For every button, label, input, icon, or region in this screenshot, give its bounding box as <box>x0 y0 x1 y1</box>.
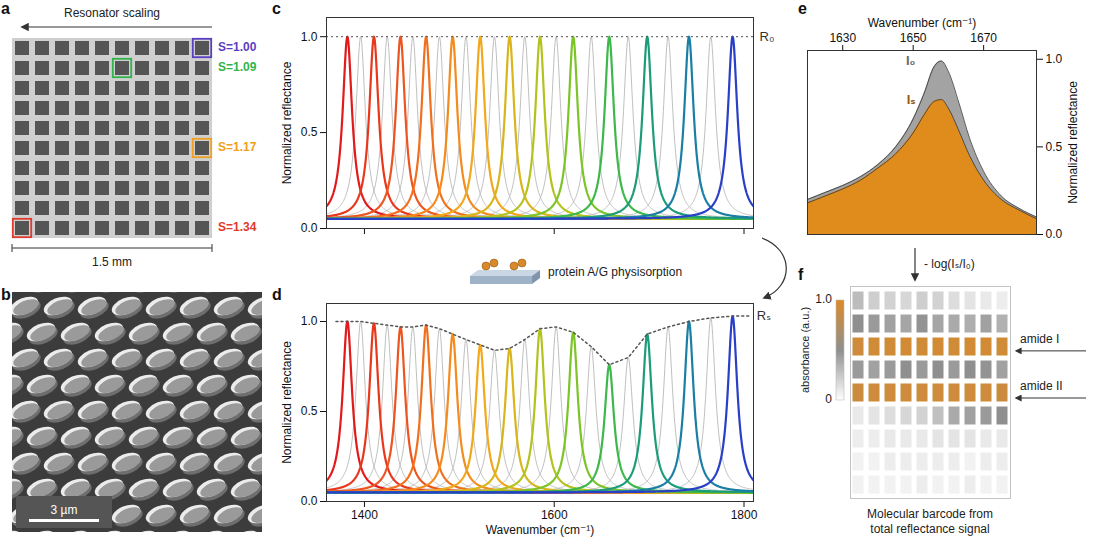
svg-text:0.0: 0.0 <box>301 221 318 235</box>
svg-text:c: c <box>272 0 281 17</box>
svg-text:S=1.09: S=1.09 <box>218 60 257 74</box>
svg-text:d: d <box>272 286 282 303</box>
svg-text:f: f <box>798 266 804 283</box>
svg-text:1670: 1670 <box>970 31 997 45</box>
svg-text:amide II: amide II <box>1020 379 1063 393</box>
svg-text:0.0: 0.0 <box>301 494 318 508</box>
svg-text:e: e <box>798 0 807 17</box>
svg-text:1.5 mm: 1.5 mm <box>92 255 132 269</box>
svg-text:S=1.34: S=1.34 <box>218 220 257 234</box>
svg-text:amide I: amide I <box>1020 332 1059 346</box>
svg-text:S=1.17: S=1.17 <box>218 140 257 154</box>
svg-text:0.5: 0.5 <box>301 125 318 139</box>
svg-text:Iₛ: Iₛ <box>907 92 916 107</box>
svg-text:absorbance (a.u.): absorbance (a.u.) <box>799 307 811 393</box>
svg-text:protein A/G physisorption: protein A/G physisorption <box>548 265 682 279</box>
svg-text:3 µm: 3 µm <box>51 503 78 517</box>
svg-text:Molecular barcode from: Molecular barcode from <box>867 507 993 521</box>
svg-text:1.0: 1.0 <box>301 314 318 328</box>
svg-text:1800: 1800 <box>731 508 758 522</box>
svg-text:S=1.00: S=1.00 <box>218 40 257 54</box>
svg-text:1400: 1400 <box>351 508 378 522</box>
svg-text:0.5: 0.5 <box>1046 140 1063 154</box>
svg-text:1650: 1650 <box>900 31 927 45</box>
svg-text:Rₛ: Rₛ <box>757 308 771 323</box>
svg-text:1600: 1600 <box>541 508 568 522</box>
svg-text:Resonator scaling: Resonator scaling <box>64 6 160 20</box>
svg-text:1.0: 1.0 <box>301 30 318 44</box>
svg-text:1630: 1630 <box>829 31 856 45</box>
svg-text:Wavenumber (cm⁻¹): Wavenumber (cm⁻¹) <box>486 523 595 537</box>
svg-text:0.0: 0.0 <box>1046 227 1063 241</box>
svg-text:0.5: 0.5 <box>301 404 318 418</box>
svg-text:0: 0 <box>825 392 832 406</box>
svg-text:I₀: I₀ <box>906 53 916 68</box>
svg-text:1.0: 1.0 <box>1046 52 1063 66</box>
svg-text:R₀: R₀ <box>760 29 775 44</box>
svg-text:a: a <box>1 0 10 17</box>
svg-text:- log(Iₛ/I₀): - log(Iₛ/I₀) <box>924 257 975 271</box>
svg-text:total reflectance signal: total reflectance signal <box>870 522 989 536</box>
svg-text:Wavenumber (cm⁻¹): Wavenumber (cm⁻¹) <box>868 16 977 30</box>
svg-text:Normalized reflectance: Normalized reflectance <box>280 61 294 184</box>
svg-text:Normalized reflectance: Normalized reflectance <box>1066 81 1080 204</box>
svg-text:Normalized reflectance: Normalized reflectance <box>280 341 294 464</box>
svg-text:1.0: 1.0 <box>815 292 832 306</box>
svg-text:b: b <box>1 286 11 303</box>
